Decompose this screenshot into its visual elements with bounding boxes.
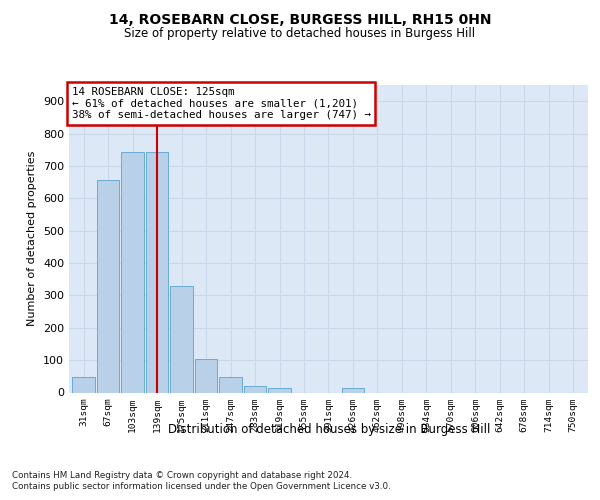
Bar xyxy=(342,388,364,392)
Bar xyxy=(170,286,193,393)
Text: Distribution of detached houses by size in Burgess Hill: Distribution of detached houses by size … xyxy=(167,422,490,436)
Text: 14 ROSEBARN CLOSE: 125sqm
← 61% of detached houses are smaller (1,201)
38% of se: 14 ROSEBARN CLOSE: 125sqm ← 61% of detac… xyxy=(71,86,371,120)
Bar xyxy=(268,388,291,392)
Bar xyxy=(121,152,144,392)
Bar xyxy=(146,152,169,392)
Text: Size of property relative to detached houses in Burgess Hill: Size of property relative to detached ho… xyxy=(124,28,476,40)
Bar xyxy=(244,386,266,392)
Bar xyxy=(97,180,119,392)
Bar xyxy=(73,378,95,392)
Text: 14, ROSEBARN CLOSE, BURGESS HILL, RH15 0HN: 14, ROSEBARN CLOSE, BURGESS HILL, RH15 0… xyxy=(109,12,491,26)
Text: Contains HM Land Registry data © Crown copyright and database right 2024.: Contains HM Land Registry data © Crown c… xyxy=(12,471,352,480)
Y-axis label: Number of detached properties: Number of detached properties xyxy=(28,151,37,326)
Bar xyxy=(195,359,217,392)
Text: Contains public sector information licensed under the Open Government Licence v3: Contains public sector information licen… xyxy=(12,482,391,491)
Bar xyxy=(220,378,242,392)
